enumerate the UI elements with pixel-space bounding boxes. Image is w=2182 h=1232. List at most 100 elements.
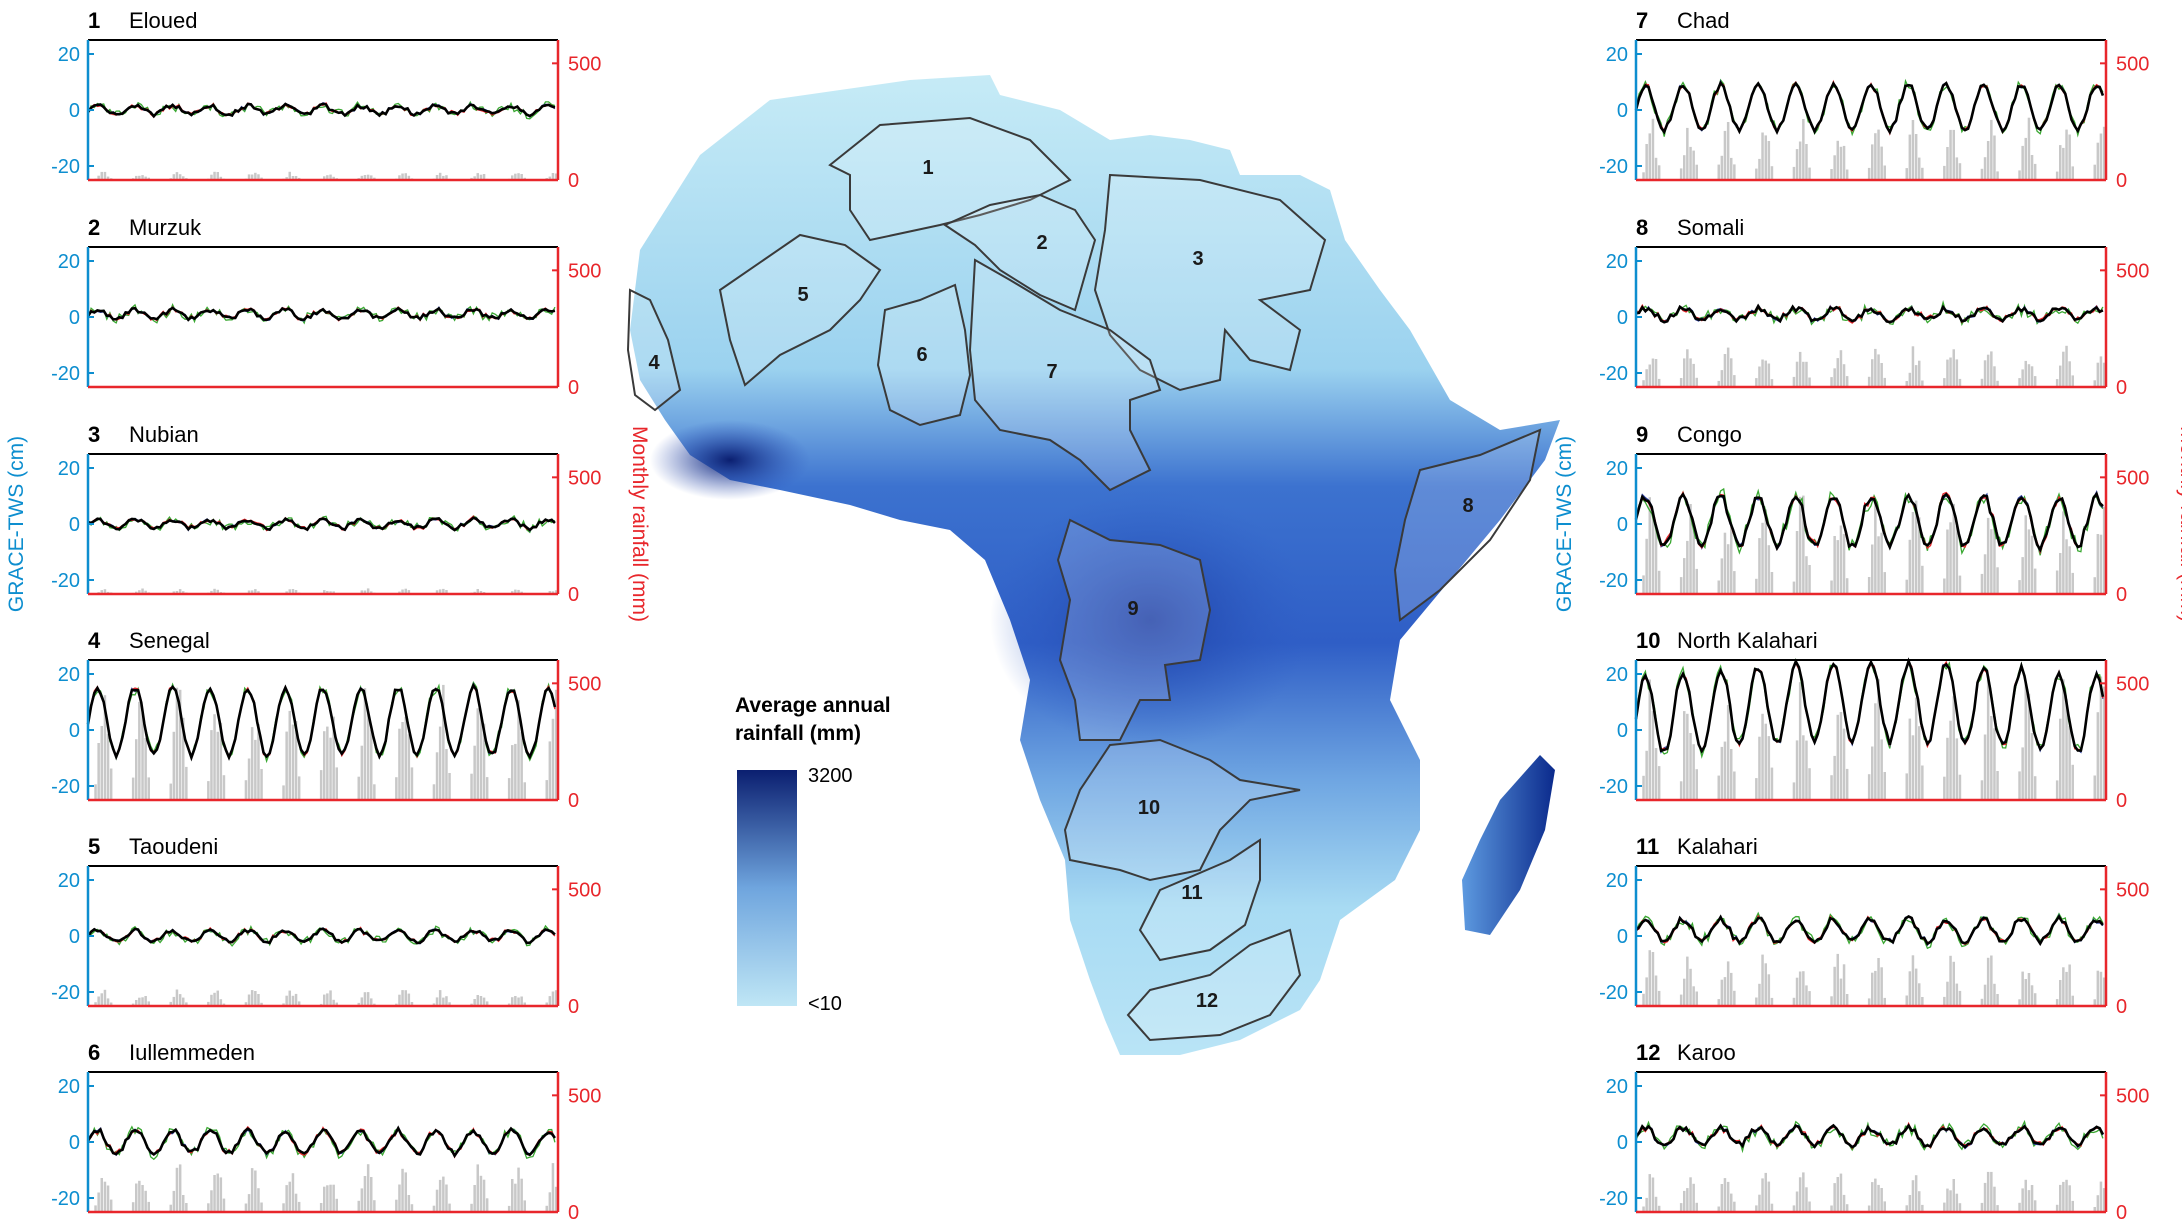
panel-title: Iullemmeden: [129, 1040, 255, 1065]
rain-bar: [2033, 376, 2037, 387]
rain-bar: [1880, 739, 1883, 800]
left-tick-label: 0: [1617, 720, 1628, 742]
rain-bar: [1648, 950, 1651, 1006]
rain-bar: [138, 997, 141, 1006]
rain-bar: [2099, 133, 2103, 180]
rain-bar: [254, 739, 257, 800]
rain-bar: [1767, 1181, 1771, 1212]
rain-bar: [1914, 697, 1918, 800]
rain-bar: [1764, 360, 1767, 387]
left-tick-label: 20: [58, 664, 80, 686]
map-basin-label: 4: [648, 352, 660, 374]
rain-bar: [470, 1203, 473, 1212]
rain-bar: [404, 1172, 407, 1212]
rain-bar: [1880, 1188, 1883, 1212]
rain-bar: [1905, 168, 1908, 180]
rain-bar: [144, 738, 147, 800]
rain-bar: [1695, 769, 1698, 800]
rain-bar: [2055, 1204, 2059, 1212]
rain-bar: [1914, 1175, 1918, 1212]
rain-bar: [1883, 997, 1886, 1006]
left-axis-label: GRACE-TWS (cm): [5, 436, 28, 612]
rain-bar: [398, 994, 401, 1006]
rain-bar: [438, 589, 442, 594]
rain-bar: [144, 176, 147, 180]
rain-bar: [1642, 172, 1645, 180]
rain-bar: [1996, 1205, 1999, 1212]
rain-bar: [294, 176, 298, 180]
rain-bar: [1726, 705, 1730, 800]
rain-bar: [1911, 512, 1915, 594]
rain-bar: [172, 731, 176, 800]
rain-bar: [2096, 970, 2100, 1006]
rain-bar: [407, 175, 411, 180]
panel-number: 3: [88, 422, 100, 447]
rain-bar: [1986, 354, 1990, 387]
rain-bar: [1877, 1184, 1880, 1212]
rain-bar: [1642, 1206, 1645, 1212]
panel-title: North Kalahari: [1677, 628, 1818, 653]
series-black: [87, 516, 556, 532]
rain-bar: [257, 174, 260, 180]
rain-bar: [172, 591, 176, 594]
rain-bar: [1993, 366, 1996, 387]
rain-bar: [282, 785, 285, 800]
basin-panel-12: 12 Karoo 20 0 -20 500 0: [1599, 1040, 2149, 1224]
rain-bar: [1842, 728, 1846, 800]
left-axis-label: GRACE-TWS (cm): [1553, 436, 1576, 612]
rain-bar: [485, 1001, 489, 1006]
rain-bar: [109, 1199, 113, 1212]
colorbar-min-label: <10: [808, 993, 842, 1015]
rain-bar: [1908, 539, 1912, 594]
rain-bar: [175, 1167, 179, 1212]
colorbar-max-label: 3200: [808, 765, 853, 787]
map-basin-label: 11: [1181, 882, 1202, 904]
rain-bar: [1808, 565, 1811, 594]
series-black: [1635, 1123, 2105, 1149]
rain-bar: [1758, 366, 1761, 387]
rain-bar: [1808, 377, 1811, 387]
rain-bar: [363, 175, 367, 180]
rain-bar: [1683, 711, 1686, 800]
rain-bar: [404, 990, 407, 1006]
rain-bar: [1686, 349, 1689, 387]
rain-bar: [1830, 377, 1833, 387]
rain-bar: [250, 590, 254, 594]
right-tick-label: 500: [2116, 879, 2149, 901]
rain-bar: [219, 999, 223, 1006]
rain-bar: [1717, 164, 1720, 180]
rain-bar: [250, 727, 254, 800]
rain-bar: [1802, 119, 1805, 180]
rain-bar: [2030, 155, 2034, 180]
rain-bar: [511, 175, 514, 180]
left-tick-label: 20: [1606, 664, 1628, 686]
rain-bar: [1918, 1191, 1921, 1212]
basin-9-outline: [1056, 518, 1212, 741]
basin-7-outline: [968, 258, 1162, 492]
rain-bar: [247, 1194, 251, 1212]
rain-bar: [106, 998, 110, 1006]
left-tick-label: 0: [69, 926, 80, 948]
rain-bar: [1921, 1204, 1924, 1212]
rain-bar: [222, 775, 226, 800]
rain-bar: [326, 175, 329, 180]
basin-panel-11: 11 Kalahari 20 0 -20 500 0: [1599, 834, 2149, 1018]
rain-bar: [2024, 515, 2027, 594]
rain-bar: [288, 171, 291, 180]
panel-title: Congo: [1677, 422, 1742, 447]
rain-bar: [1770, 166, 1774, 180]
right-tick-label: 0: [568, 1202, 579, 1224]
rain-bar: [398, 728, 401, 800]
rain-bar: [554, 990, 558, 1006]
rain-bar: [1654, 525, 1658, 594]
rain-bar: [169, 1001, 172, 1006]
rain-bar: [507, 1205, 511, 1212]
rain-bar: [1867, 167, 1871, 180]
rain-bar: [1679, 781, 1683, 800]
rain-bar: [479, 712, 483, 800]
panel-title: Eloued: [129, 8, 198, 33]
rain-bar: [1654, 157, 1658, 180]
rain-bar: [1880, 967, 1883, 1006]
left-tick-label: 20: [58, 44, 80, 66]
rain-bar: [1654, 975, 1658, 1006]
